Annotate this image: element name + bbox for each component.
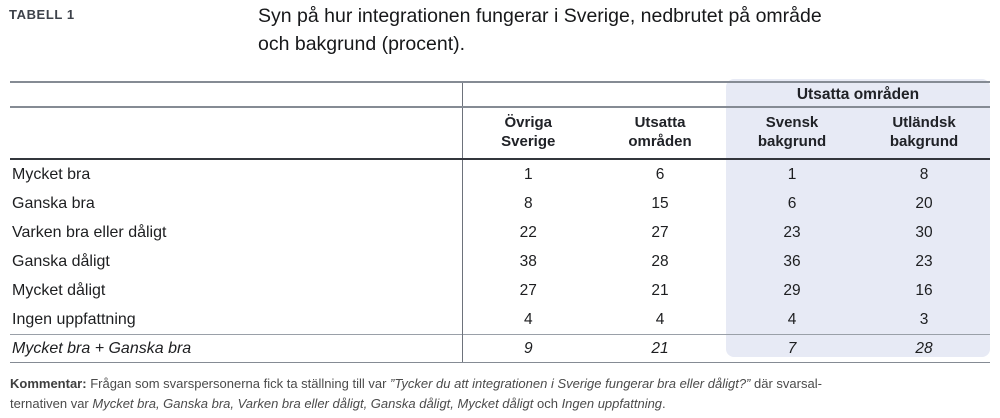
summary-row-label: Mycket bra + Ganska bra	[10, 334, 463, 363]
cell-value: 4	[787, 310, 797, 328]
cell-value: 1	[523, 165, 533, 183]
cell-value: 8	[919, 165, 929, 183]
comment-label: Kommentar:	[10, 376, 87, 391]
table-number-label: TABELL 1	[9, 7, 75, 22]
table-row: Varken bra eller dåligt 22 27 23 30	[10, 218, 990, 247]
cell-value: 20	[915, 194, 933, 212]
row-label: Ganska bra	[10, 189, 463, 218]
cell-value: 23	[783, 223, 801, 241]
cell-value: 6	[655, 165, 665, 183]
group-header-spacer	[462, 81, 726, 108]
cell-value: 22	[519, 223, 537, 241]
group-header-utsatta-omraden: Utsatta områden	[726, 81, 990, 108]
column-header-row: Övriga Sverige Utsatta områden Svensk ba…	[10, 107, 990, 160]
group-header-row: Utsatta områden	[10, 81, 990, 108]
column-header-utsatta-omraden: Utsatta områden	[594, 107, 726, 160]
table-title-line1: Syn på hur integrationen fungerar i Sver…	[258, 5, 822, 27]
row-label: Mycket dåligt	[10, 276, 463, 305]
cell-value: 38	[519, 252, 537, 270]
cell-value: 28	[651, 252, 669, 270]
group-header-empty-cell	[10, 81, 463, 108]
summary-row: Mycket bra + Ganska bra 9 21 7 28	[10, 334, 990, 363]
column-header-ovriga-sverige: Övriga Sverige	[462, 107, 594, 160]
cell-value: 8	[523, 194, 533, 212]
table-row: Ganska bra 8 15 6 20	[10, 189, 990, 218]
cell-value: 23	[915, 252, 933, 270]
comment-line1: Kommentar: Frågan som svarspersonerna fi…	[10, 376, 822, 391]
row-label: Mycket bra	[10, 159, 463, 189]
comment-note: Kommentar: Frågan som svarspersonerna fi…	[10, 374, 995, 414]
data-table: Utsatta områden Övriga Sverige Utsatta o…	[10, 81, 990, 363]
table-title: Syn på hur integrationen fungerar i Sver…	[258, 3, 822, 58]
cell-value: 27	[519, 281, 537, 299]
table-row: Ganska dåligt 38 28 36 23	[10, 247, 990, 276]
cell-value: 21	[651, 281, 669, 299]
column-header-svensk-bakgrund: Svensk bakgrund	[726, 107, 858, 160]
table-row: Ingen uppfattning 4 4 4 3	[10, 305, 990, 335]
cell-value: 4	[523, 310, 533, 328]
cell-value: 27	[651, 223, 669, 241]
row-label: Varken bra eller dåligt	[10, 218, 463, 247]
cell-value: 15	[651, 194, 669, 212]
cell-value: 30	[915, 223, 933, 241]
cell-value: 3	[919, 310, 929, 328]
column-header-utlandsk-bakgrund: Utländsk bakgrund	[858, 107, 990, 160]
table-title-line2: och bakgrund (procent).	[258, 32, 466, 55]
summary-cell-value: 28	[858, 334, 990, 363]
table-row: Mycket dåligt 27 21 29 16	[10, 276, 990, 305]
answer-options: Mycket bra, Ganska bra, Varken bra eller…	[92, 396, 534, 411]
comment-line2: ternativen var Mycket bra, Ganska bra, V…	[10, 396, 666, 411]
quoted-question: ”Tycker du att integrationen i Sverige f…	[390, 376, 751, 391]
cell-value: 16	[915, 281, 933, 299]
cell-value: 29	[783, 281, 801, 299]
column-header-empty	[10, 107, 463, 160]
answer-option-last: Ingen uppfattning	[561, 396, 663, 411]
cell-value: 36	[783, 252, 801, 270]
data-table-wrapper: Utsatta områden Övriga Sverige Utsatta o…	[10, 79, 990, 363]
cell-value: 4	[655, 310, 665, 328]
row-label: Ingen uppfattning	[10, 305, 463, 335]
summary-cell-value: 7	[726, 334, 858, 363]
summary-cell-value: 21	[594, 334, 726, 363]
cell-value: 6	[787, 194, 797, 212]
row-label: Ganska dåligt	[10, 247, 463, 276]
table-row: Mycket bra 1 6 1 8	[10, 159, 990, 189]
cell-value: 1	[787, 165, 797, 183]
summary-cell-value: 9	[462, 334, 594, 363]
